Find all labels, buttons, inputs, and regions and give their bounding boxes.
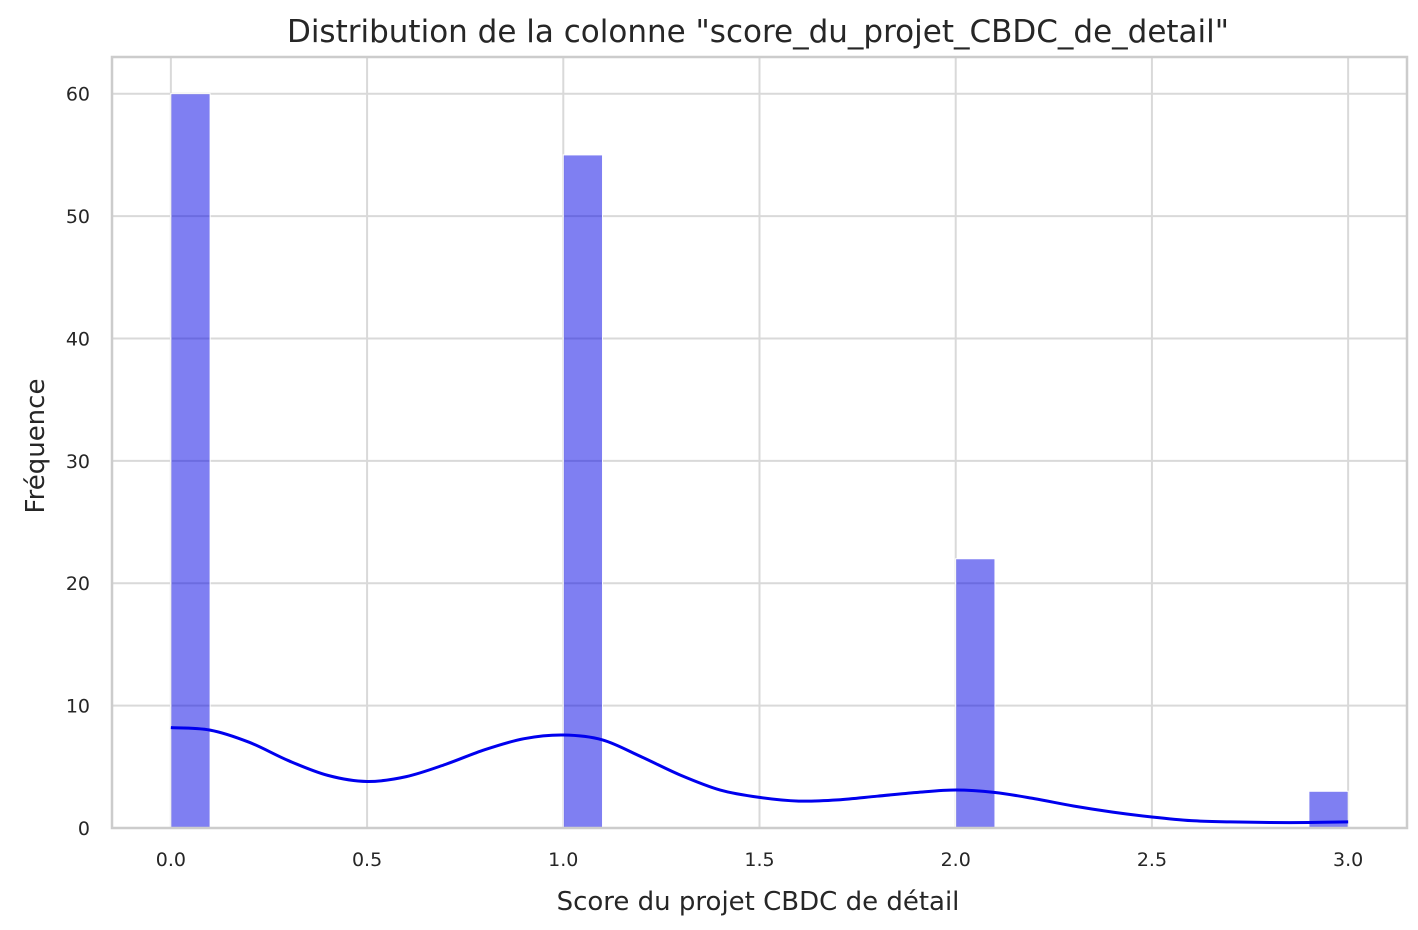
x-tick-labels: 0.0 0.5 1.0 1.5 2.0 2.5 3.0	[156, 849, 1363, 871]
y-tick-labels: 0 10 20 30 40 50 60	[66, 84, 90, 840]
histogram-bar	[955, 558, 996, 829]
chart-title: Distribution de la colonne "score_du_pro…	[287, 14, 1229, 50]
x-tick-label: 2.5	[1137, 849, 1167, 871]
y-tick-label: 40	[66, 328, 90, 350]
histogram-bars	[170, 93, 1349, 829]
y-tick-label: 60	[66, 84, 90, 106]
y-tick-label: 10	[66, 696, 90, 718]
kde-curve	[170, 726, 1349, 825]
x-tick-label: 1.0	[548, 849, 578, 871]
y-axis-label: Fréquence	[21, 379, 51, 514]
y-tick-label: 0	[78, 818, 90, 840]
y-tick-label: 20	[66, 573, 90, 595]
x-tick-label: 0.0	[156, 849, 186, 871]
y-tick-label: 30	[66, 451, 90, 473]
grid-lines	[112, 57, 1407, 829]
x-axis-label: Score du projet CBDC de détail	[557, 887, 960, 917]
histogram-bar	[170, 93, 211, 829]
plot-frame	[110, 55, 1409, 830]
y-tick-label: 50	[66, 206, 90, 228]
x-tick-label: 0.5	[352, 849, 382, 871]
x-tick-label: 2.0	[941, 849, 971, 871]
histogram-bar	[562, 154, 604, 829]
x-tick-label: 1.5	[744, 849, 774, 871]
x-tick-label: 3.0	[1333, 849, 1363, 871]
